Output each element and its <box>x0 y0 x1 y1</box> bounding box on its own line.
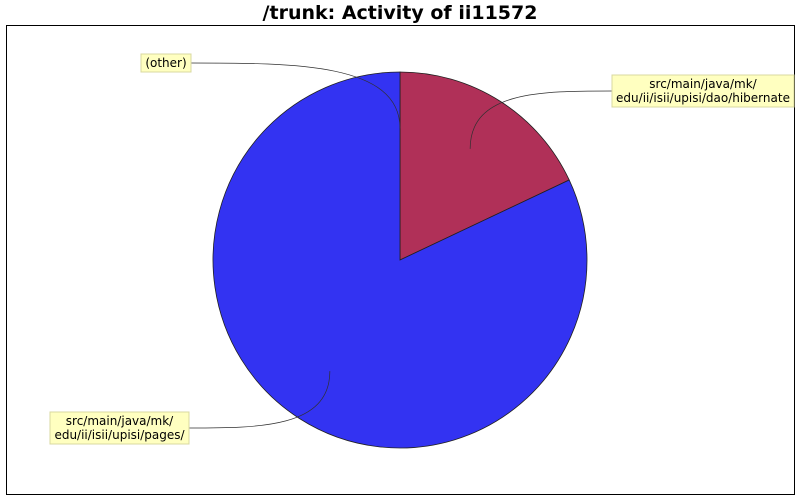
label-box-src-main-java-mk-edu-ii-isii-upisi-pages <box>49 411 190 445</box>
leader-line-src-main-java-mk-edu-ii-isii-upisi-dao-hibernate <box>469 90 613 149</box>
chart-title: /trunk: Activity of ii11572 <box>262 2 538 24</box>
pie-slice-src-main-java-mk-edu-ii-isii-upisi-pages <box>212 71 588 449</box>
pie-slice-src-main-java-mk-edu-ii-isii-upisi-dao-hibernate <box>399 71 570 261</box>
slice-callouts: src/main/java/mk/edu/ii/isii/upisi/dao/h… <box>49 53 795 445</box>
pie-slices <box>212 71 588 449</box>
slice-label-src-main-java-mk-edu-ii-isii-upisi-pages: src/main/java/mk/ <box>66 414 174 428</box>
leader-line-src-main-java-mk-edu-ii-isii-upisi-pages <box>188 371 331 429</box>
slice-label-src-main-java-mk-edu-ii-isii-upisi-dao-hibernate: src/main/java/mk/ <box>649 77 757 91</box>
slice-label-other: (other) <box>145 56 186 70</box>
leader-line-other <box>190 62 401 129</box>
label-box-other <box>140 53 192 73</box>
slice-label-src-main-java-mk-edu-ii-isii-upisi-dao-hibernate: edu/ii/isii/upisi/dao/hibernate <box>616 91 790 105</box>
slice-label-src-main-java-mk-edu-ii-isii-upisi-pages: edu/ii/isii/upisi/pages/ <box>54 428 185 442</box>
label-box-src-main-java-mk-edu-ii-isii-upisi-dao-hibernate <box>611 74 795 108</box>
